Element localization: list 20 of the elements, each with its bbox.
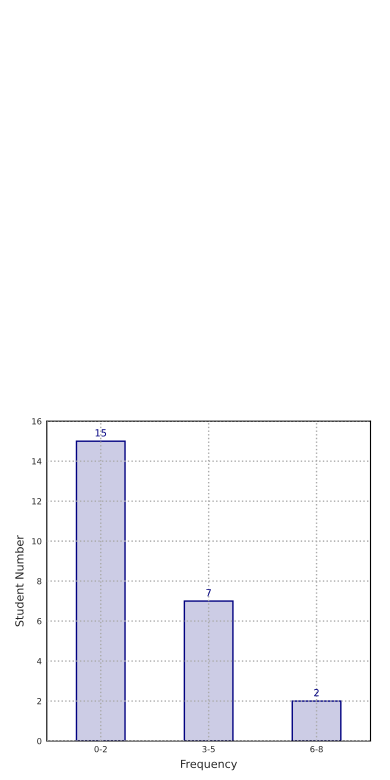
bar <box>292 700 342 741</box>
y-tick-label: 0 <box>37 738 42 744</box>
x-tick-label: 0-2 <box>94 746 107 752</box>
y-tick-label: 2 <box>37 698 42 704</box>
y-axis-title: Student Number <box>15 535 24 626</box>
y-tick-label: 14 <box>32 458 42 464</box>
y-tick-label: 4 <box>37 658 42 664</box>
x-tick-label: 6-8 <box>310 746 323 752</box>
bar <box>76 440 126 741</box>
y-tick-label: 12 <box>32 498 42 504</box>
data-label: 15 <box>96 429 106 437</box>
y-tick-label: 6 <box>37 618 42 624</box>
x-tick-label: 3-5 <box>202 746 215 752</box>
y-tick-label: 10 <box>32 538 42 544</box>
y-tick-label: 8 <box>37 578 42 584</box>
data-label: 2 <box>314 689 319 696</box>
y-tick-label: 16 <box>32 418 42 424</box>
bar <box>184 600 234 741</box>
data-label: 7 <box>206 589 211 596</box>
x-axis-title: Frequency <box>181 760 238 770</box>
